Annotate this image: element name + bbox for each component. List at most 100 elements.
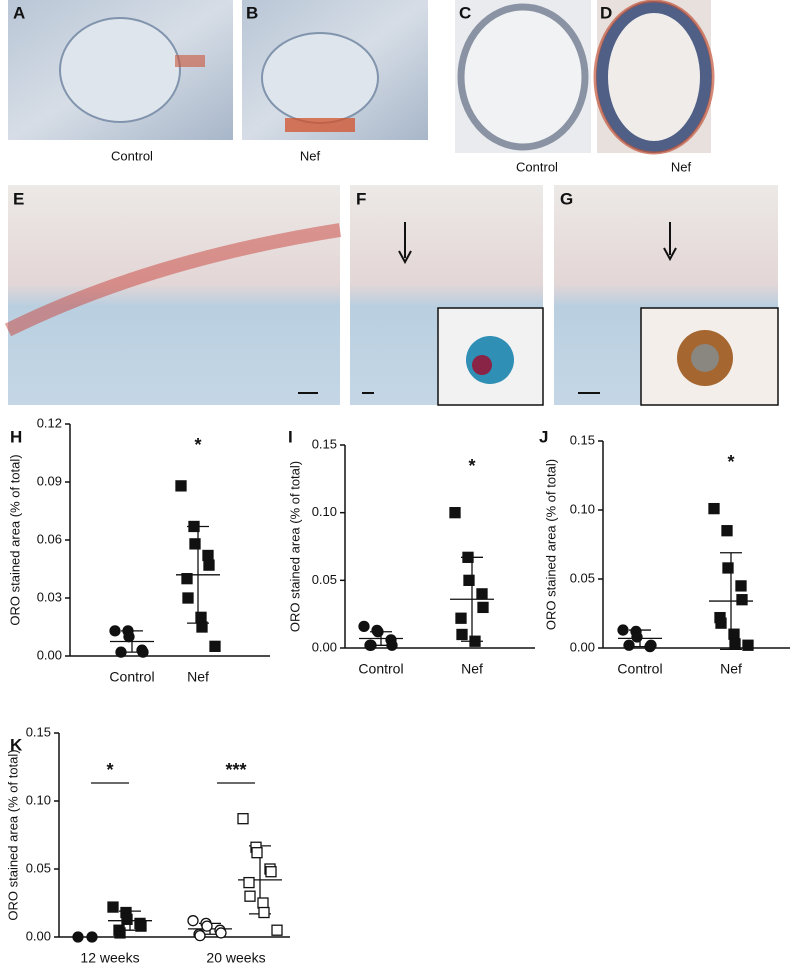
point — [735, 580, 747, 592]
y-axis-label: ORO stained area (% of total) — [287, 461, 302, 632]
point — [462, 551, 474, 563]
panel-label: C — [459, 3, 471, 22]
annotation: *** — [225, 760, 246, 780]
point — [86, 931, 98, 943]
point — [137, 646, 149, 658]
point — [182, 592, 194, 604]
y-tick-label: 0.12 — [37, 415, 62, 430]
panel-label: D — [600, 3, 612, 22]
y-tick-label: 0.05 — [26, 860, 51, 875]
point — [456, 628, 468, 641]
point — [257, 897, 269, 909]
y-tick-label: 0.10 — [26, 792, 51, 807]
micrograph — [8, 185, 340, 405]
point — [188, 520, 200, 533]
point — [202, 549, 214, 562]
point — [187, 915, 199, 927]
y-axis-label: ORO stained area (% of total) — [5, 749, 20, 920]
point — [631, 631, 643, 643]
point — [729, 638, 741, 650]
x-tick-label: Control — [358, 661, 403, 677]
point — [258, 906, 270, 919]
point — [623, 639, 635, 651]
point — [189, 538, 201, 550]
point — [251, 847, 263, 859]
panel-label: F — [356, 189, 366, 208]
point — [244, 890, 256, 902]
y-tick-label: 0.15 — [26, 724, 51, 739]
y-tick-label: 0.15 — [312, 436, 337, 451]
point — [449, 507, 461, 519]
y-tick-label: 0.00 — [570, 639, 595, 654]
y-tick-label: 0.05 — [570, 570, 595, 585]
panel-label: E — [13, 189, 24, 208]
point — [476, 588, 488, 600]
point — [115, 646, 127, 658]
panel-label: H — [10, 427, 22, 446]
point — [194, 929, 206, 942]
annotation: * — [194, 435, 201, 455]
stain — [285, 118, 355, 132]
vessel — [457, 3, 589, 151]
point — [477, 601, 489, 614]
point — [114, 927, 126, 939]
panel-label: G — [560, 189, 573, 208]
point — [736, 594, 748, 606]
y-tick-label: 0.10 — [312, 504, 337, 519]
stain — [4, 223, 342, 337]
y-tick-label: 0.09 — [37, 473, 62, 488]
point — [195, 611, 207, 623]
y-tick-label: 0.05 — [312, 572, 337, 587]
caption: Control — [516, 159, 558, 174]
y-axis-label: ORO stained area (% of total) — [7, 454, 22, 625]
point — [463, 574, 475, 586]
panel-label: J — [539, 427, 548, 446]
cell — [472, 355, 492, 375]
point — [72, 931, 84, 943]
point — [358, 620, 370, 632]
point — [728, 628, 740, 640]
point — [107, 901, 119, 913]
caption: Control — [111, 148, 153, 163]
vessel — [59, 17, 181, 123]
point — [365, 639, 377, 651]
point — [209, 640, 221, 652]
point — [175, 480, 187, 492]
x-tick-label: Control — [109, 669, 154, 685]
panel-label: A — [13, 3, 25, 22]
point — [372, 626, 384, 638]
x-tick-label: Nef — [187, 669, 209, 685]
point — [123, 631, 135, 643]
annotation: * — [468, 456, 475, 476]
point — [469, 635, 481, 647]
point — [243, 876, 255, 889]
point — [265, 866, 277, 878]
point — [181, 573, 193, 585]
annotation: * — [106, 760, 113, 780]
y-tick-label: 0.00 — [26, 928, 51, 943]
y-tick-label: 0.00 — [312, 639, 337, 654]
point — [715, 617, 727, 629]
point — [203, 559, 215, 571]
panel-label: I — [288, 427, 293, 446]
annotation: * — [727, 452, 734, 472]
point — [645, 639, 657, 651]
point — [617, 624, 629, 636]
x-tick-label: Control — [617, 661, 662, 677]
arrow — [663, 247, 677, 262]
cell — [691, 344, 719, 372]
caption: Nef — [300, 148, 321, 163]
point — [722, 562, 734, 574]
vessel — [261, 32, 379, 124]
x-tick-label: 12 weeks — [80, 950, 139, 966]
panel-label: B — [246, 3, 258, 22]
caption: Nef — [671, 159, 692, 174]
point — [455, 612, 467, 624]
point — [215, 927, 227, 939]
point — [386, 639, 398, 651]
x-tick-label: Nef — [461, 661, 483, 677]
point — [121, 913, 133, 925]
point — [271, 924, 283, 936]
